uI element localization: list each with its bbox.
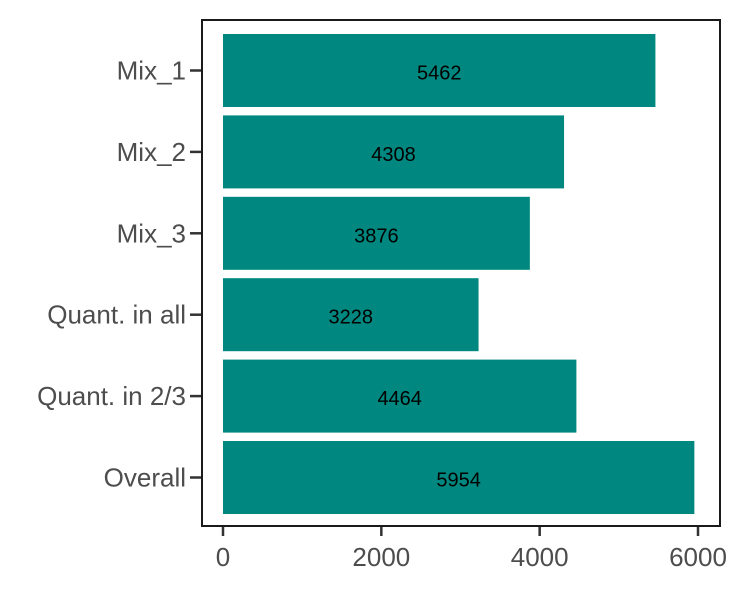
y-axis: Mix_1 Mix_2 Mix_3 Quant. in all Quant. in 2/… — [37, 56, 202, 493]
plot-frame — [201, 19, 721, 527]
bar-2 — [223, 196, 530, 270]
category-label-4: Quant. in 2/3 — [37, 381, 186, 411]
value-labels-group: 5462 4308 3876 3228 4464 5954 — [329, 63, 481, 492]
bar-3 — [223, 278, 479, 352]
value-label-2: 3876 — [354, 225, 399, 247]
category-label-2: Mix_3 — [117, 218, 186, 248]
category-label-5: Overall — [104, 463, 186, 493]
value-label-5: 5954 — [436, 470, 481, 492]
value-label-4: 4464 — [377, 388, 422, 410]
value-label-0: 5462 — [417, 63, 462, 85]
value-label-1: 4308 — [371, 144, 416, 166]
x-tick-label-2: 4000 — [511, 542, 569, 572]
x-tick-label-0: 0 — [216, 542, 230, 572]
bar-5 — [223, 441, 695, 514]
bar-0 — [223, 34, 656, 107]
value-label-3: 3228 — [329, 307, 374, 329]
bars-group — [223, 34, 695, 514]
bar-4 — [223, 359, 577, 433]
x-tick-label-1: 2000 — [352, 542, 410, 572]
bar-1 — [223, 115, 565, 189]
category-label-3: Quant. in all — [47, 300, 186, 330]
category-label-0: Mix_1 — [117, 56, 186, 86]
x-tick-label-3: 6000 — [669, 542, 727, 572]
category-label-1: Mix_2 — [117, 137, 186, 167]
x-axis: 0 2000 4000 6000 — [216, 526, 727, 572]
